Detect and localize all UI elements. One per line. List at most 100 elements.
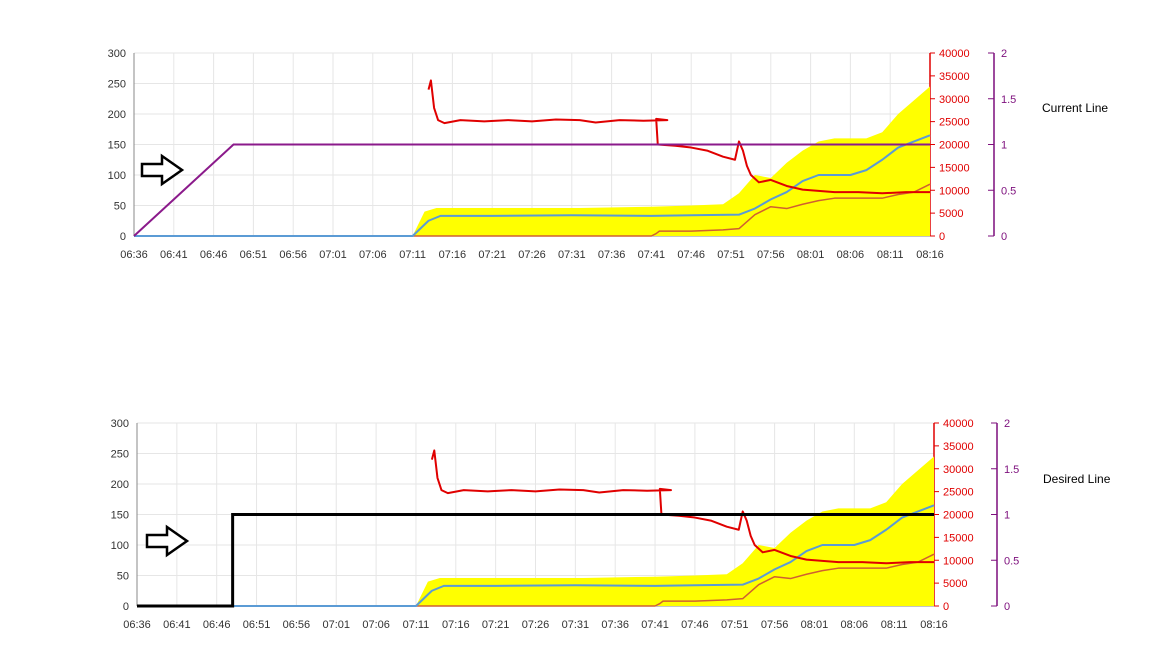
y-right2-tick-label: 2: [1001, 48, 1007, 60]
y-right2-tick-label: 1.5: [1001, 94, 1016, 106]
orange-line-series: [137, 553, 935, 607]
x-tick-label: 06:51: [240, 249, 268, 261]
y-right1-tick-label: 40000: [943, 418, 974, 430]
x-tick-label: 06:46: [203, 619, 231, 631]
y-right2-tick-label: 1: [1004, 510, 1010, 522]
x-tick-label: 08:06: [837, 249, 865, 261]
red-line-series: [430, 449, 934, 565]
desired-step-line: [137, 513, 934, 608]
x-tick-label: 07:41: [641, 619, 669, 631]
x-tick-label: 07:41: [638, 249, 666, 261]
x-tick-label: 07:46: [677, 249, 705, 261]
x-tick-label: 06:41: [160, 249, 188, 261]
y-left-tick-label: 150: [111, 510, 129, 522]
x-tick-label: 08:16: [916, 249, 944, 261]
right-arrow-icon: [140, 153, 185, 187]
y-right1-tick-label: 20000: [943, 510, 974, 522]
y-left-tick-label: 0: [123, 601, 129, 613]
x-tick-label: 07:21: [478, 249, 506, 261]
y-right1-tick-label: 0: [943, 601, 949, 613]
y-left-tick-label: 0: [120, 231, 126, 243]
x-tick-label: 07:36: [598, 249, 626, 261]
current-step-line: [133, 143, 930, 237]
y-left-tick-label: 50: [117, 571, 129, 583]
x-tick-label: 07:06: [362, 619, 390, 631]
x-tick-label: 06:36: [123, 619, 151, 631]
y-right1-tick-label: 35000: [939, 71, 970, 83]
x-tick-label: 07:06: [359, 249, 387, 261]
y-right1-tick-label: 5000: [943, 578, 967, 590]
y-left-tick-label: 150: [108, 140, 126, 152]
x-tick-label: 07:31: [562, 619, 590, 631]
x-tick-label: 06:56: [279, 249, 307, 261]
x-tick-label: 07:11: [399, 249, 426, 261]
x-tick-label: 07:21: [482, 619, 510, 631]
x-tick-label: 07:26: [522, 619, 550, 631]
orange-line-series: [134, 183, 931, 237]
y-right2-tick-label: 0.5: [1001, 185, 1016, 197]
x-tick-label: 07:56: [761, 619, 789, 631]
x-tick-label: 07:26: [518, 249, 546, 261]
x-tick-label: 06:56: [283, 619, 311, 631]
red-line-series: [427, 79, 930, 195]
x-tick-label: 08:11: [881, 619, 908, 631]
x-tick-label: 07:16: [439, 249, 467, 261]
y-left-tick-label: 200: [108, 109, 126, 121]
x-tick-label: 07:11: [403, 619, 430, 631]
y-right1-tick-label: 35000: [943, 441, 974, 453]
y-right1-tick-label: 25000: [939, 117, 970, 129]
x-tick-label: 07:51: [717, 249, 745, 261]
y-right1-tick-label: 25000: [943, 487, 974, 499]
y-right1-tick-label: 40000: [939, 48, 970, 60]
x-tick-label: 08:06: [841, 619, 869, 631]
x-tick-label: 08:16: [920, 619, 948, 631]
y-right1-tick-label: 10000: [943, 555, 974, 567]
y-left-tick-label: 100: [108, 170, 126, 182]
y-left-tick-label: 300: [108, 48, 126, 60]
y-left-tick-label: 250: [108, 79, 126, 91]
y-right2-tick-label: 1.5: [1004, 464, 1019, 476]
y-right2-tick-label: 1: [1001, 140, 1007, 152]
x-tick-label: 07:46: [681, 619, 709, 631]
x-tick-label: 07:31: [558, 249, 586, 261]
y-right1-tick-label: 20000: [939, 140, 970, 152]
blue-line-series: [134, 134, 931, 237]
y-right1-tick-label: 15000: [939, 162, 970, 174]
x-tick-label: 07:16: [442, 619, 470, 631]
x-tick-label: 07:01: [322, 619, 350, 631]
x-tick-label: 08:11: [877, 249, 904, 261]
yellow-area-series: [415, 456, 934, 606]
y-right1-tick-label: 0: [939, 231, 945, 243]
y-right2-tick-label: 0.5: [1004, 555, 1019, 567]
x-tick-label: 06:36: [120, 249, 148, 261]
y-left-tick-label: 200: [111, 479, 129, 491]
x-tick-label: 06:46: [200, 249, 228, 261]
x-tick-label: 06:51: [243, 619, 271, 631]
y-right1-tick-label: 15000: [943, 532, 974, 544]
y-right1-tick-label: 30000: [939, 94, 970, 106]
x-tick-label: 08:01: [801, 619, 829, 631]
x-tick-label: 07:01: [319, 249, 347, 261]
yellow-area-series: [412, 86, 931, 236]
x-tick-label: 07:51: [721, 619, 749, 631]
y-left-tick-label: 250: [111, 449, 129, 461]
blue-line-series: [137, 504, 935, 607]
y-right1-tick-label: 30000: [943, 464, 974, 476]
current-line-label: Current Line: [1042, 101, 1109, 115]
chart-1: 06:36 06:41 06:46 06:51 06:56 07:01 07:06 07:11…: [108, 48, 1017, 261]
y-right1-tick-label: 5000: [939, 208, 963, 220]
desired-line-label: Desired Line: [1043, 472, 1111, 486]
y-left-tick-label: 100: [111, 540, 129, 552]
y-right1-tick-label: 10000: [939, 185, 970, 197]
right-arrow-icon: [145, 524, 190, 558]
y-left-tick-label: 50: [114, 201, 126, 213]
y-right2-tick-label: 0: [1001, 231, 1007, 243]
x-tick-label: 06:41: [163, 619, 191, 631]
y-right2-tick-label: 2: [1004, 418, 1010, 430]
chart-2: 06:36 06:41 06:46 06:51 06:56 07:01 07:06 07:11…: [111, 418, 1020, 631]
x-tick-label: 08:01: [797, 249, 825, 261]
y-right2-tick-label: 0: [1004, 601, 1010, 613]
x-tick-label: 07:36: [601, 619, 629, 631]
x-tick-label: 07:56: [757, 249, 785, 261]
